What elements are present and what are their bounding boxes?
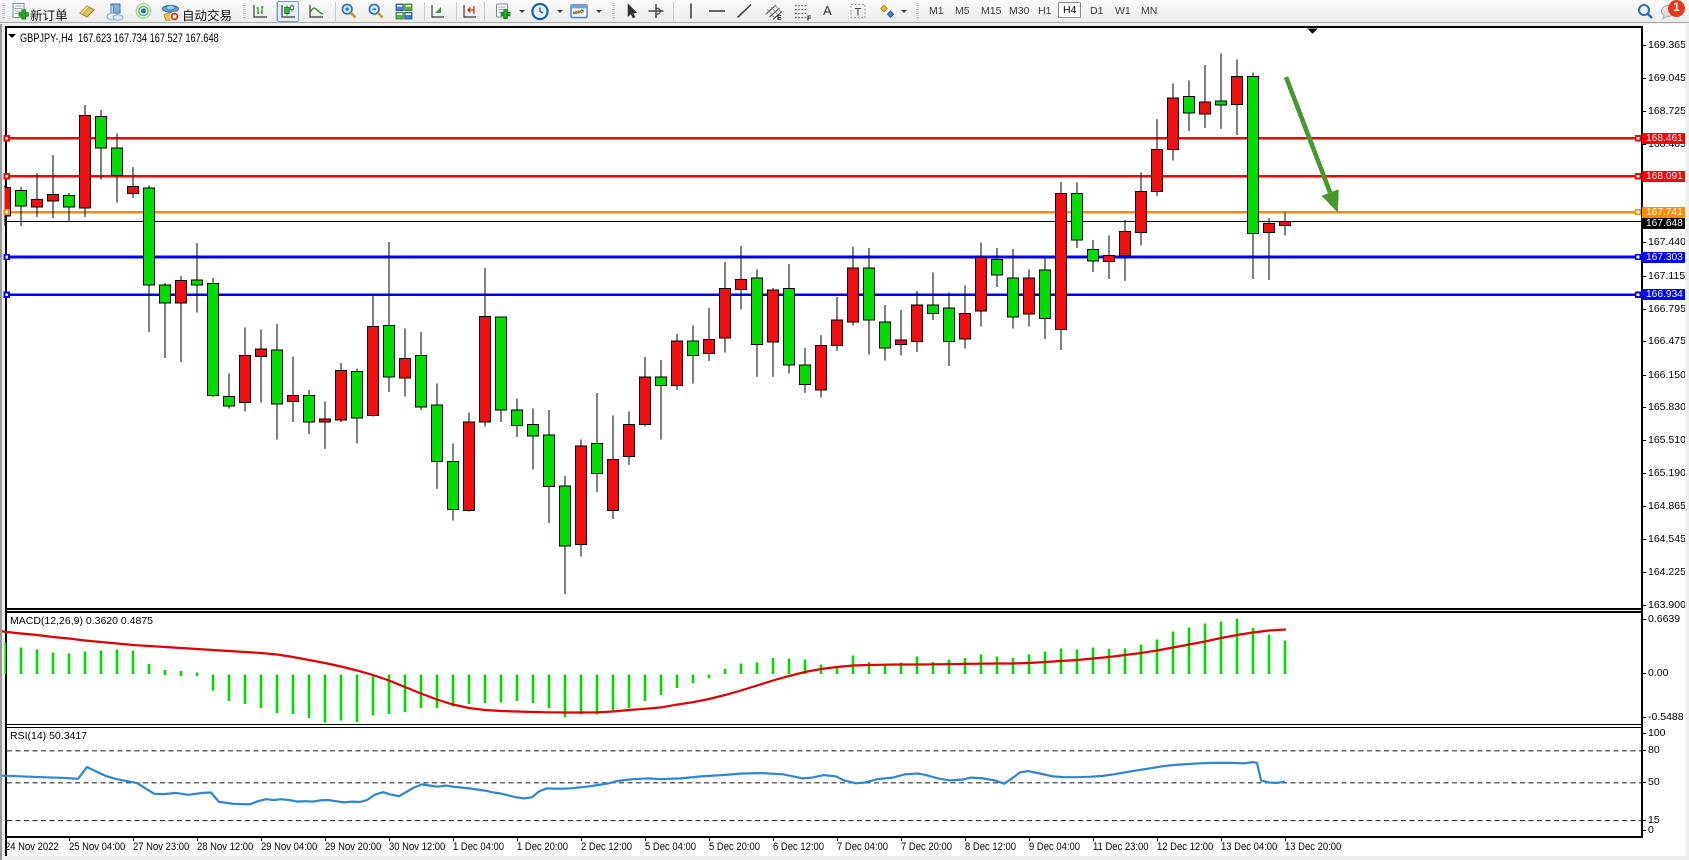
svg-text:T: T xyxy=(855,7,862,19)
svg-text:F: F xyxy=(807,16,812,22)
svg-text:E: E xyxy=(777,15,782,21)
